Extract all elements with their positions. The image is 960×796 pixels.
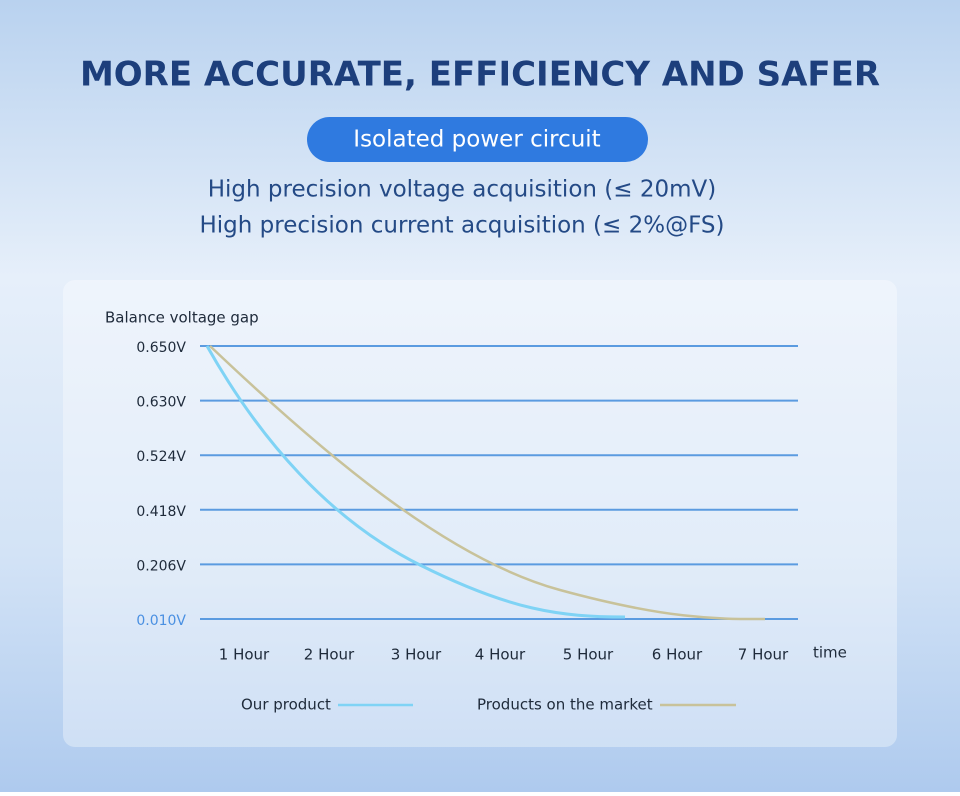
y-tick-label: 0.524V xyxy=(136,449,186,465)
y-tick-label: 0.010V xyxy=(136,613,186,629)
x-tick-label: 3 Hour xyxy=(391,646,442,664)
legend-label: Products on the market xyxy=(477,696,653,714)
x-tick-label: 7 Hour xyxy=(738,646,789,664)
x-tick-label: 5 Hour xyxy=(563,646,614,664)
y-tick-label: 0.206V xyxy=(136,558,186,574)
y-tick-label: 0.630V xyxy=(136,395,186,411)
subtitle-line: High precision current acquisition (≤ 2%… xyxy=(199,213,724,239)
subtitle-line: High precision voltage acquisition (≤ 20… xyxy=(208,177,716,203)
legend-label: Our product xyxy=(241,696,331,714)
chart-panel xyxy=(63,280,897,747)
title: MORE ACCURATE, EFFICIENCY AND SAFER xyxy=(80,55,880,95)
badge xyxy=(307,117,648,162)
x-tick-label: 1 Hour xyxy=(219,646,270,664)
x-axis-title: time xyxy=(813,644,847,662)
y-tick-label: 0.650V xyxy=(136,340,186,356)
y-tick-label: 0.418V xyxy=(136,504,186,520)
grid: 0.650V 0.630V 0.524V 0.418V 0.206V 0.010V 1 Ho… xyxy=(136,340,798,664)
x-tick-label: 2 Hour xyxy=(304,646,355,664)
x-tick-label: 4 Hour xyxy=(475,646,526,664)
y-axis-title: Balance voltage gap xyxy=(105,309,259,327)
badge-text: Isolated power circuit xyxy=(353,127,600,153)
x-tick-label: 6 Hour xyxy=(652,646,703,664)
market-curve xyxy=(209,345,766,621)
product-curve xyxy=(205,345,626,619)
